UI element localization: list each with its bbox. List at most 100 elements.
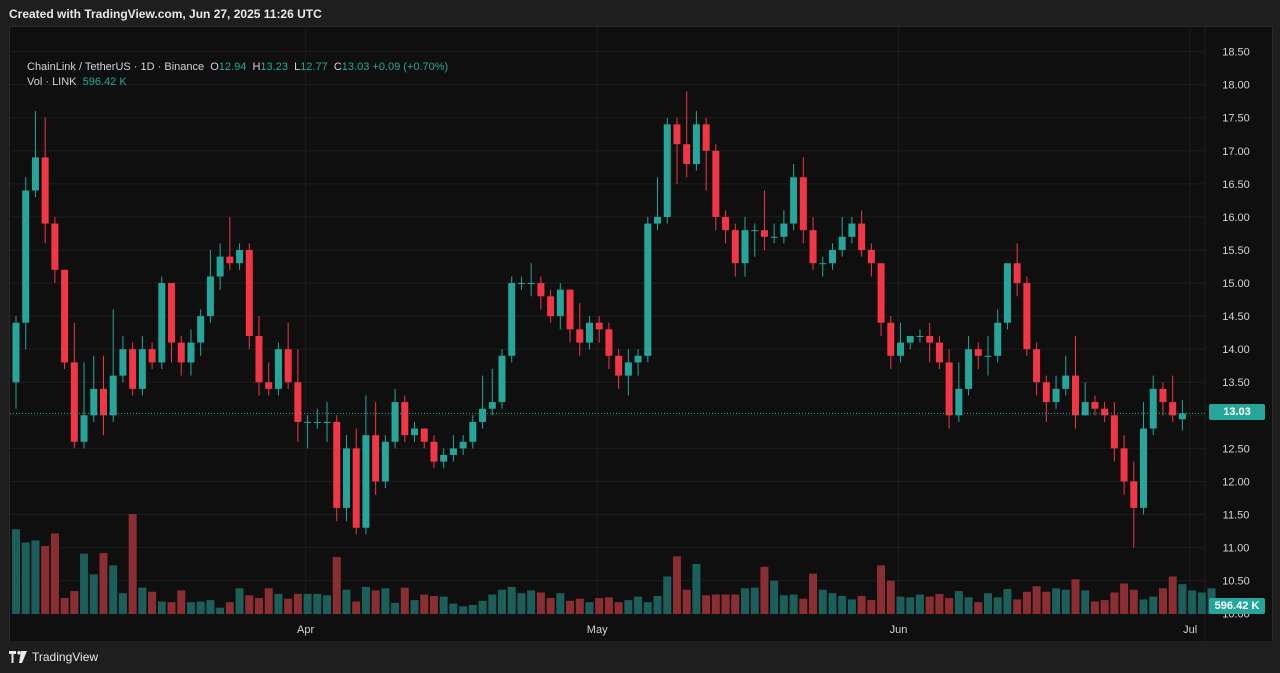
candle-body (274, 349, 282, 389)
candle-body (508, 283, 516, 356)
candle-body (90, 388, 98, 416)
volume-bar (595, 598, 604, 614)
volume-bar (1003, 589, 1012, 614)
volume-bar (225, 602, 234, 614)
close-value: 13.03 (341, 61, 370, 73)
candle-body (994, 322, 1002, 356)
candle-body (828, 249, 836, 264)
candle-body (770, 236, 778, 238)
candle-body (352, 448, 360, 528)
volume-bar (653, 595, 662, 614)
candle-body (799, 177, 807, 231)
candle-body (119, 349, 127, 376)
change-value: +0.09 (+0.70%) (372, 61, 449, 73)
volume-bar (459, 606, 468, 614)
volume-bar (760, 566, 769, 614)
candle-body (488, 402, 496, 409)
volume-bar (721, 594, 730, 614)
volume-bar (1188, 590, 1197, 614)
candle-body (304, 421, 312, 423)
volume-label[interactable]: Vol · LINK (27, 76, 77, 88)
candle-body (654, 216, 662, 224)
volume-bar (323, 595, 332, 614)
x-tick-label: May (587, 624, 608, 636)
candle-body (41, 157, 49, 224)
volume-bar (1158, 588, 1167, 614)
volume-bar (1052, 588, 1061, 614)
candle-body (517, 283, 525, 285)
volume-bar (993, 597, 1002, 614)
candle-body (498, 355, 506, 403)
candle-body (469, 421, 477, 442)
candle-body (61, 269, 69, 363)
y-tick-label: 14.50 (1222, 311, 1250, 323)
volume-bar (828, 593, 837, 614)
volume-bar (332, 557, 341, 614)
volume-bar (235, 588, 244, 614)
candle-body (712, 150, 720, 217)
candle-body (877, 263, 885, 323)
volume-bar (546, 598, 555, 614)
candle-body (576, 329, 584, 343)
volume-bar (118, 593, 127, 614)
low-value: 12.77 (300, 61, 328, 73)
candle-body (780, 223, 788, 237)
candle-body (1042, 382, 1050, 403)
volume-bar (682, 589, 691, 614)
candle-body (459, 441, 467, 449)
volume-bar (371, 590, 380, 614)
candle-body (585, 322, 593, 343)
created-with-text: Created with TradingView.com, Jun 27, 20… (9, 7, 322, 21)
volume-bar (12, 529, 20, 614)
candle-body (537, 283, 545, 297)
volume-bar (1100, 600, 1109, 614)
volume-bar (216, 607, 225, 614)
candle-body (887, 322, 895, 356)
volume-bar (575, 598, 584, 614)
volume-bar (915, 594, 924, 614)
volume-bar (41, 545, 50, 614)
volume-bar (1061, 589, 1070, 614)
volume-bar (809, 573, 818, 614)
volume-bar (954, 591, 963, 614)
volume-bar (196, 601, 205, 614)
candle-body (926, 335, 934, 343)
volume-bar (381, 588, 390, 614)
volume-bar (1071, 579, 1080, 614)
volume-bar (293, 593, 302, 614)
tradingview-logo-icon (9, 651, 27, 663)
candle-body (974, 349, 982, 356)
volume-bar (50, 533, 59, 614)
candle-body (955, 388, 963, 416)
candle-body (206, 276, 214, 317)
volume-bar (284, 598, 293, 614)
candle-body (333, 421, 341, 508)
candle-body (819, 263, 827, 265)
candle-body (965, 349, 973, 389)
last-volume-tag: 596.42 K (1209, 598, 1265, 614)
candle-body (527, 283, 535, 285)
volume-bar (157, 601, 166, 614)
volume-value: 596.42 K (82, 76, 127, 88)
open-label: O (210, 61, 219, 73)
volume-bar (614, 602, 623, 614)
volume-bar (711, 594, 720, 614)
volume-bar (89, 574, 98, 614)
volume-bar (80, 553, 89, 614)
volume-bar (264, 588, 273, 614)
candlestick-chart[interactable]: 10.0010.5011.0011.5012.0012.5013.0013.50… (10, 27, 1272, 641)
tradingview-brand: TradingView (32, 650, 99, 664)
chart-frame[interactable]: 10.0010.5011.0011.5012.0012.5013.0013.50… (9, 26, 1273, 642)
volume-bar (128, 514, 137, 614)
chart-legend: ChainLink / TetherUS · 1D · Binance O 12.… (27, 60, 448, 90)
volume-bar (1139, 599, 1148, 614)
volume-bar (702, 595, 711, 614)
tradingview-logo[interactable]: TradingView (9, 650, 98, 664)
volume-bar (313, 593, 322, 614)
candle-body (430, 441, 438, 462)
volume-bar (420, 594, 429, 614)
volume-bar (478, 600, 487, 614)
volume-bar (1197, 592, 1206, 614)
volume-bar (527, 590, 536, 614)
symbol-label[interactable]: ChainLink / TetherUS · 1D · Binance (27, 61, 205, 73)
